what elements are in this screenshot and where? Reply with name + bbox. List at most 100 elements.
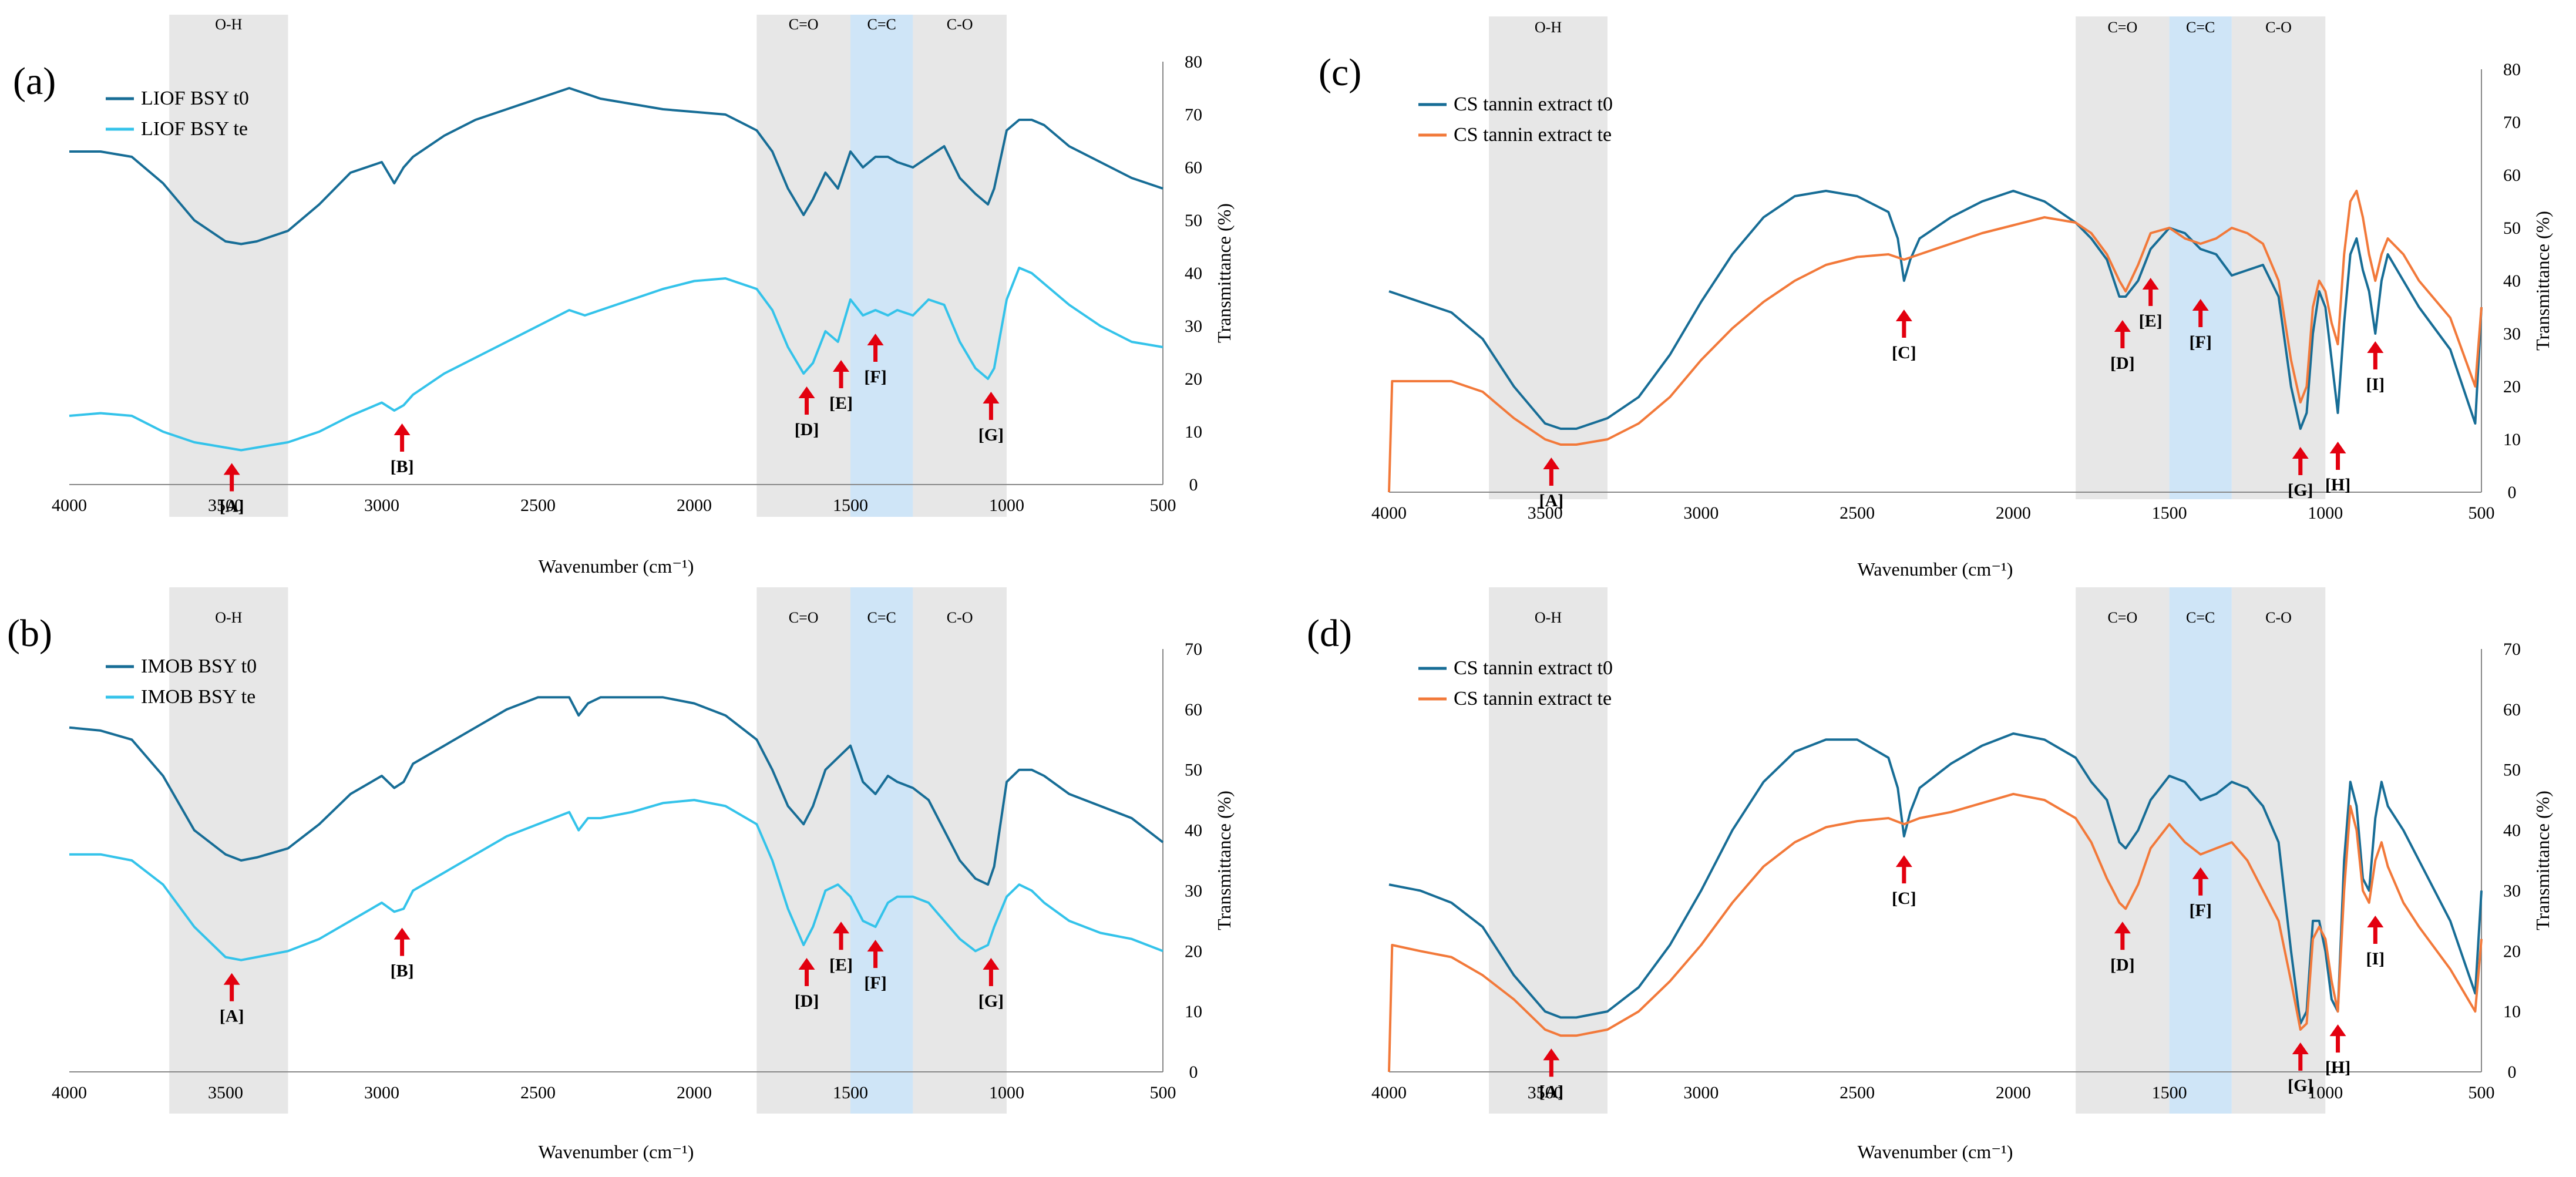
band-label: C=C (2186, 19, 2215, 36)
band-cc-region (2169, 587, 2232, 1114)
x-tick-label: 2000 (1996, 503, 2031, 523)
panel-b: O-H C=O C=C C-O 4000 3500 3000 2500 2000 1500 1000… (7, 587, 1235, 1162)
band-label: C=O (2107, 609, 2137, 626)
peak-marker: [D] (2110, 922, 2135, 974)
y-tick-label: 70 (2503, 640, 2521, 659)
peak-label: [I] (2366, 949, 2385, 968)
band-label: C=C (867, 16, 896, 33)
x-axis-title: Wavenumber (cm⁻¹) (1858, 559, 2013, 580)
x-tick-label: 3000 (1683, 1083, 1719, 1102)
y-tick-label: 0 (2508, 1062, 2517, 1082)
y-tick-label: 50 (2503, 761, 2521, 780)
peak-marker: [A] (220, 973, 244, 1026)
x-tick-label: 4000 (52, 496, 87, 515)
series-line-te (1388, 190, 2483, 493)
series-line-te (69, 799, 1163, 961)
band-oh-region (169, 15, 288, 517)
y-tick-label: 0 (1189, 475, 1198, 495)
peak-marker: [D] (2110, 320, 2135, 373)
y-tick-label: 10 (2503, 1002, 2521, 1021)
x-tick-label: 1000 (2308, 1083, 2343, 1102)
band-label: C-O (947, 16, 973, 33)
peak-marker: [G] (2288, 1043, 2313, 1095)
arrow-head (983, 958, 1000, 970)
arrow-head (833, 360, 850, 372)
arrow-head (394, 927, 411, 940)
peak-marker: [I] (2366, 341, 2385, 394)
peak-label: [F] (864, 973, 886, 993)
peak-marker: [A] (220, 463, 244, 516)
peak-marker: [C] (1892, 855, 1916, 908)
arrow-head (798, 958, 815, 970)
band-cc-region (850, 15, 913, 517)
y-tick-label: 70 (1185, 105, 1202, 125)
band-label: O-H (1535, 19, 1562, 36)
peak-label: [H] (2325, 475, 2350, 495)
y-tick-label: 30 (1185, 317, 1202, 336)
y-tick-label: 50 (1185, 211, 1202, 230)
band-cc-region (850, 587, 913, 1114)
band-label: C=C (2186, 609, 2215, 626)
x-tick-label: 3500 (208, 496, 243, 515)
peak-label: [F] (2190, 332, 2212, 352)
arrow-head (2367, 916, 2384, 927)
y-tick-label: 40 (2503, 271, 2521, 291)
band-co-region (2076, 587, 2170, 1114)
y-tick-label: 40 (1185, 821, 1202, 840)
y-tick-label: 20 (1185, 941, 1202, 961)
panel-label: (d) (1307, 612, 1352, 655)
series-line-t0 (69, 87, 1163, 246)
x-tick-label: 3500 (1528, 503, 1563, 523)
arrow-head (1543, 1048, 1560, 1061)
series-line-t0 (1388, 732, 2483, 1025)
legend-entry: CS tannin extract t0 (1454, 657, 1613, 679)
y-tick-label: 60 (2503, 700, 2521, 719)
x-tick-label: 1000 (989, 1083, 1024, 1102)
peak-marker: [G] (978, 392, 1004, 445)
y-tick-label: 80 (1185, 52, 1202, 72)
arrow-head (2329, 1024, 2346, 1037)
peak-marker: [D] (795, 958, 819, 1011)
legend-entry: IMOB BSY te (141, 686, 255, 708)
peak-marker: [E] (829, 360, 853, 413)
peak-label: [I] (2366, 375, 2385, 394)
band-label: O-H (1535, 609, 1562, 626)
y-tick-label: 30 (2503, 881, 2521, 900)
y-tick-label: 60 (1185, 158, 1202, 177)
peak-label: [H] (2325, 1058, 2350, 1077)
series-line-te (69, 267, 1163, 452)
x-tick-label: 1500 (2152, 1083, 2187, 1102)
y-tick-label: 80 (2503, 60, 2521, 79)
x-tick-label: 1500 (2152, 503, 2187, 523)
peak-marker: [A] (1539, 1048, 1564, 1101)
x-tick-label: 2500 (1839, 1083, 1875, 1102)
peak-label: [A] (220, 497, 244, 516)
peak-label: [G] (2288, 1076, 2313, 1095)
series-line-te (1388, 792, 2483, 1072)
band-co-region (2076, 16, 2170, 499)
x-axis-title: Wavenumber (cm⁻¹) (1858, 1141, 2013, 1162)
arrow-head (2292, 447, 2309, 459)
x-tick-label: 500 (2469, 1083, 2495, 1102)
x-axis-title: Wavenumber (cm⁻¹) (539, 556, 694, 577)
x-tick-label: 2500 (1839, 503, 1875, 523)
peak-label: [A] (1539, 1082, 1564, 1101)
x-tick-label: 2500 (520, 496, 556, 515)
panel-label: (c) (1319, 51, 1361, 94)
y-tick-label: 30 (1185, 881, 1202, 900)
arrow-head (1895, 855, 1912, 867)
band-label: C=C (867, 609, 896, 626)
arrow-head (2192, 299, 2209, 311)
peak-marker: [A] (1539, 458, 1563, 510)
peak-marker: [F] (864, 334, 887, 386)
x-tick-label: 500 (2469, 503, 2495, 523)
y-tick-label: 10 (2503, 430, 2521, 449)
y-tick-label: 20 (2503, 941, 2521, 961)
peak-label: [E] (829, 955, 853, 974)
peak-marker: [D] (795, 386, 819, 439)
arrow-head (833, 922, 850, 934)
peak-marker: [H] (2325, 1024, 2350, 1077)
x-tick-label: 1000 (989, 496, 1024, 515)
peak-label: [B] (391, 457, 414, 476)
arrow-head (798, 386, 815, 398)
